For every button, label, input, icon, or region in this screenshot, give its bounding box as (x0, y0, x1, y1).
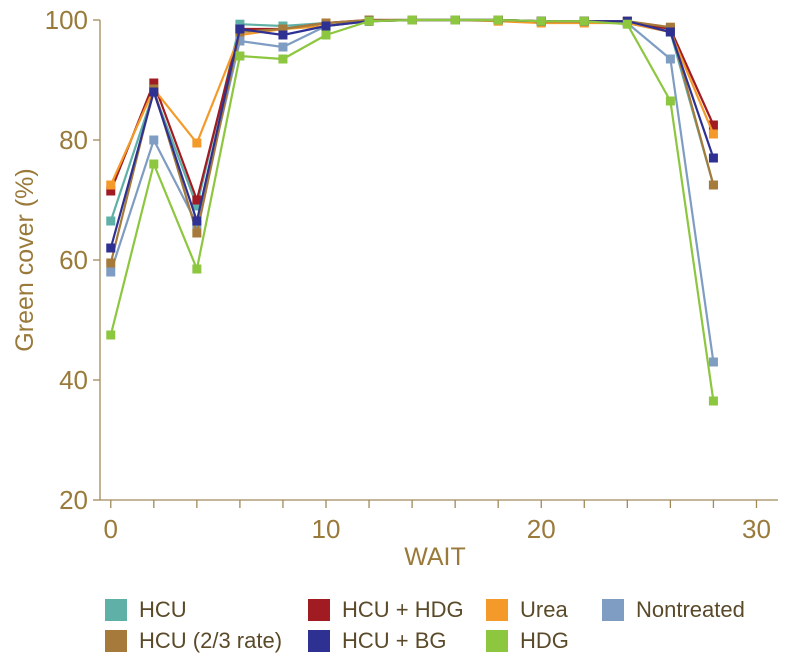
y-tick-label: 20 (59, 485, 88, 515)
data-point (407, 15, 417, 25)
data-point (708, 180, 718, 190)
data-point (278, 30, 288, 40)
data-point (364, 16, 374, 26)
legend: HCU HCU + HDG Urea Nontreated HCU (2/3 r… (0, 590, 800, 661)
data-point (235, 24, 245, 34)
line-chart: 20 40 60 80 100 0 10 20 30 Green cover (%) WAIT (11, 5, 778, 571)
legend-label: HCU + HDG (342, 597, 464, 622)
data-point (708, 129, 718, 139)
axes: 20 40 60 80 100 0 10 20 30 (45, 5, 778, 544)
data-point (708, 153, 718, 163)
data-point (192, 201, 202, 211)
legend-item-hcu: HCU (105, 595, 187, 625)
series-line (109, 18, 715, 222)
data-point (665, 96, 675, 106)
y-tick-label: 80 (59, 125, 88, 155)
data-point (149, 159, 159, 169)
legend-item-nontreated: Nontreated (602, 595, 745, 625)
legend-item-hdg: HDG (486, 626, 569, 656)
data-point (106, 180, 116, 190)
data-point (321, 30, 331, 40)
data-point (106, 258, 116, 268)
series-2 (106, 15, 718, 190)
legend-label: Nontreated (636, 597, 745, 622)
data-point (106, 186, 116, 196)
legend-label: HCU (139, 597, 187, 622)
data-point (321, 21, 331, 31)
x-tick-label: 10 (312, 514, 341, 544)
data-point (622, 19, 632, 29)
legend-swatch (486, 599, 508, 621)
series-line (109, 18, 715, 186)
series-5 (106, 15, 718, 253)
series-6 (106, 15, 718, 406)
data-point (278, 42, 288, 52)
legend-item-hcu-hdg: HCU + HDG (308, 595, 464, 625)
legend-swatch (308, 630, 330, 652)
data-point (665, 22, 675, 32)
legend-label: Urea (520, 597, 568, 622)
data-point (235, 51, 245, 61)
data-point (106, 243, 116, 253)
data-point (708, 396, 718, 406)
data-point (235, 19, 245, 29)
y-tick-label: 60 (59, 245, 88, 275)
legend-swatch (486, 630, 508, 652)
series-line (109, 18, 715, 202)
data-point (536, 16, 546, 26)
y-axis-title: Green cover (%) (11, 168, 39, 351)
data-point (665, 54, 675, 64)
data-point (149, 87, 159, 97)
data-point (493, 15, 503, 25)
series-1 (106, 15, 718, 205)
series-3 (106, 15, 718, 367)
legend-swatch (308, 599, 330, 621)
data-point (235, 36, 245, 46)
x-tick-label: 0 (104, 514, 118, 544)
y-tick-label: 100 (45, 5, 88, 35)
data-point (106, 330, 116, 340)
data-point (665, 27, 675, 37)
data-point (192, 216, 202, 226)
data-point (106, 216, 116, 226)
data-point (579, 16, 589, 26)
data-point (192, 138, 202, 148)
legend-item-hcu-2-3-rate: HCU (2/3 rate) (105, 626, 282, 656)
data-point (708, 120, 718, 130)
data-point (708, 357, 718, 367)
data-point (450, 15, 460, 25)
legend-item-urea: Urea (486, 595, 568, 625)
data-point (278, 54, 288, 64)
data-point (278, 24, 288, 34)
x-tick-label: 30 (742, 514, 771, 544)
legend-label: HDG (520, 628, 569, 653)
legend-item-hcu-bg: HCU + BG (308, 626, 447, 656)
y-tick-label: 40 (59, 365, 88, 395)
legend-swatch (105, 630, 127, 652)
legend-label: HCU (2/3 rate) (139, 628, 283, 653)
legend-swatch (105, 599, 127, 621)
data-point (106, 267, 116, 277)
legend-label: HCU + BG (342, 628, 447, 653)
legend-swatch (602, 599, 624, 621)
data-point (192, 228, 202, 238)
x-axis-title: WAIT (404, 543, 466, 571)
data-point (149, 135, 159, 145)
data-point (192, 195, 202, 205)
data-point (149, 78, 159, 88)
data-point (192, 264, 202, 274)
x-tick-label: 20 (527, 514, 556, 544)
series-layer (106, 15, 718, 406)
